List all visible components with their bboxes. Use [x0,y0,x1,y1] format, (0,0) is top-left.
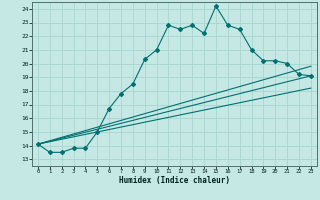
X-axis label: Humidex (Indice chaleur): Humidex (Indice chaleur) [119,176,230,185]
